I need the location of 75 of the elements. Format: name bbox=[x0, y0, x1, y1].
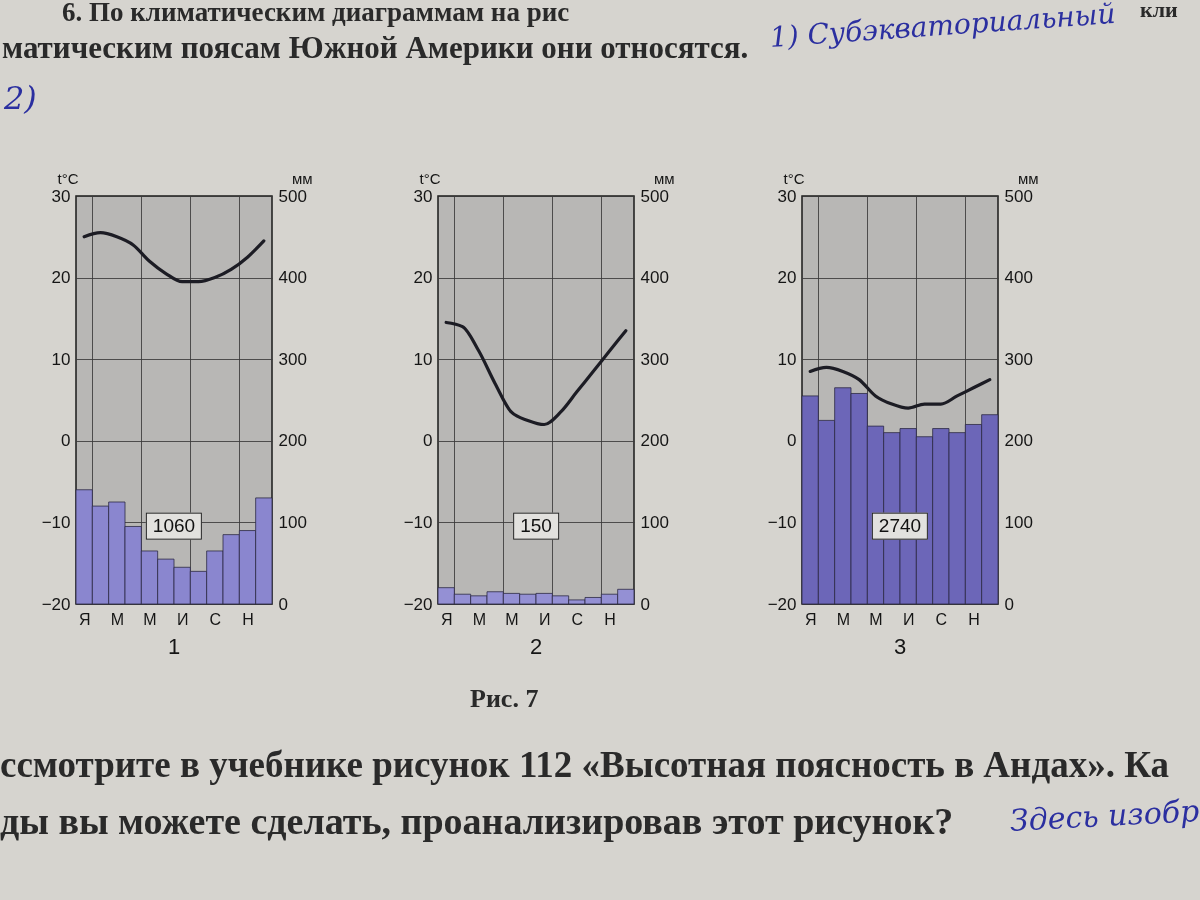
y2-tick-label: 0 bbox=[640, 594, 650, 614]
text: 3 bbox=[893, 634, 907, 659]
text: Рис. 7 bbox=[470, 684, 539, 714]
x-tick-label: М bbox=[836, 610, 850, 628]
y-tick-label: 20 bbox=[777, 268, 797, 288]
y2-tick-label: 100 bbox=[1004, 512, 1033, 532]
y-axis-title: t°C bbox=[783, 169, 805, 187]
y2-tick-label: 500 bbox=[1004, 186, 1033, 206]
text: 1 bbox=[167, 634, 181, 659]
y-axis-title: t°C bbox=[419, 169, 441, 187]
y-tick-label: 20 bbox=[413, 268, 433, 288]
text: ды вы можете сделать, проанализировав этот рисунок? bbox=[0, 800, 954, 844]
annotation: 1060 bbox=[145, 513, 203, 540]
y-tick-label: 30 bbox=[413, 186, 433, 206]
text: 2 bbox=[529, 634, 543, 659]
text: кли bbox=[1140, 0, 1178, 23]
annotation: 150 bbox=[513, 513, 559, 540]
y-tick-label: −10 bbox=[41, 512, 71, 532]
y2-tick-label: 400 bbox=[278, 268, 307, 288]
x-tick-label: М bbox=[143, 610, 157, 628]
y2-tick-label: 0 bbox=[278, 594, 288, 614]
y-tick-label: −20 bbox=[41, 594, 71, 614]
y2-tick-label: 100 bbox=[278, 512, 307, 532]
x-tick-label: Я bbox=[804, 610, 817, 628]
y-tick-label: 0 bbox=[787, 431, 797, 451]
x-tick-label: Н bbox=[604, 610, 616, 628]
x-tick-label: М bbox=[472, 610, 486, 628]
y-tick-label: −20 bbox=[767, 594, 797, 614]
y2-axis-title: мм bbox=[1017, 169, 1039, 187]
text: ссмотрите в учебнике рисунок 112 «Высотная поясность в Андах». Ка bbox=[0, 744, 1169, 787]
y-tick-label: 10 bbox=[51, 349, 71, 369]
x-tick-label: И bbox=[538, 610, 551, 628]
x-tick-label: Я bbox=[78, 610, 91, 628]
x-tick-label: М bbox=[869, 610, 883, 628]
y-axis-title: t°C bbox=[57, 169, 79, 187]
y2-tick-label: 200 bbox=[278, 431, 307, 451]
y-tick-label: −20 bbox=[403, 594, 433, 614]
y-tick-label: 20 bbox=[51, 268, 71, 288]
y2-tick-label: 200 bbox=[1004, 431, 1033, 451]
y-tick-label: 30 bbox=[777, 186, 797, 206]
x-tick-label: М bbox=[110, 610, 124, 628]
text: 6. По климатическим диаграммам на рис bbox=[62, 0, 570, 29]
y2-tick-label: 400 bbox=[640, 268, 669, 288]
x-tick-label: С bbox=[935, 610, 948, 628]
y-tick-label: 0 bbox=[61, 431, 71, 451]
y-tick-label: 10 bbox=[413, 349, 433, 369]
x-tick-label: И bbox=[176, 610, 189, 628]
y2-tick-label: 300 bbox=[1004, 349, 1033, 369]
y-tick-label: 30 bbox=[51, 186, 71, 206]
x-tick-label: Н bbox=[242, 610, 254, 628]
y2-tick-label: 200 bbox=[640, 431, 669, 451]
y-tick-label: −10 bbox=[767, 512, 797, 532]
text: 1) Субэкваториальный bbox=[768, 0, 1117, 55]
text: Здесь изобр bbox=[1009, 793, 1200, 839]
text: 2) bbox=[4, 79, 37, 117]
y2-tick-label: 0 bbox=[1004, 594, 1014, 614]
annotation: 2740 bbox=[871, 513, 929, 540]
y-tick-label: 10 bbox=[777, 349, 797, 369]
x-tick-label: Н bbox=[968, 610, 980, 628]
text: матическим поясам Южной Америки они относятся. bbox=[2, 30, 749, 66]
y2-tick-label: 500 bbox=[640, 186, 669, 206]
x-tick-label: И bbox=[902, 610, 915, 628]
x-tick-label: С bbox=[571, 610, 584, 628]
y2-tick-label: 100 bbox=[640, 512, 669, 532]
y-tick-label: −10 bbox=[403, 512, 433, 532]
y2-tick-label: 400 bbox=[1004, 268, 1033, 288]
x-tick-label: С bbox=[209, 610, 222, 628]
y2-tick-label: 500 bbox=[278, 186, 307, 206]
y2-tick-label: 300 bbox=[640, 349, 669, 369]
y2-axis-title: мм bbox=[291, 169, 313, 187]
y2-axis-title: мм bbox=[653, 169, 675, 187]
x-tick-label: М bbox=[505, 610, 519, 628]
y-tick-label: 0 bbox=[423, 431, 433, 451]
x-tick-label: Я bbox=[440, 610, 453, 628]
y2-tick-label: 300 bbox=[278, 349, 307, 369]
